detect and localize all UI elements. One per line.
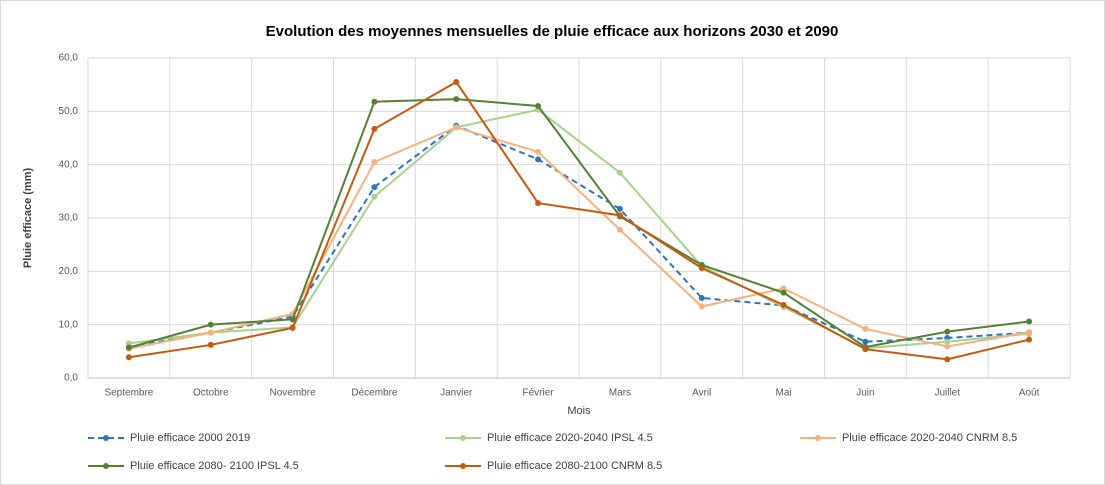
- legend-marker: [103, 463, 109, 469]
- point: [453, 124, 460, 131]
- point: [862, 346, 869, 353]
- legend-marker: [815, 435, 821, 441]
- point: [780, 285, 787, 292]
- point: [207, 329, 214, 336]
- point: [780, 289, 787, 296]
- y-tick-label: 20,0: [59, 266, 79, 277]
- x-tick-label: Décembre: [351, 388, 398, 399]
- x-tick-label: Mars: [609, 388, 631, 399]
- point: [371, 159, 378, 165]
- x-tick-label: Juillet: [934, 388, 960, 399]
- legend-marker: [103, 435, 109, 441]
- y-tick-label: 40,0: [59, 159, 79, 170]
- point: [944, 328, 951, 335]
- x-tick-label: Juin: [856, 388, 874, 399]
- legend-marker: [460, 435, 466, 441]
- point: [125, 344, 132, 351]
- legend-label: Pluie efficace 2020-2040 IPSL 4.5: [487, 432, 653, 444]
- legend-marker: [460, 463, 466, 469]
- x-tick-label: Mai: [776, 388, 792, 399]
- point: [780, 301, 787, 308]
- series-line: [128, 80, 1030, 361]
- y-tick-label: 60,0: [59, 53, 79, 64]
- point: [535, 148, 542, 155]
- point: [862, 325, 869, 332]
- point: [1026, 318, 1033, 325]
- point: [371, 98, 378, 105]
- point: [535, 156, 542, 163]
- point: [207, 321, 214, 328]
- x-tick-label: Novembre: [270, 388, 317, 399]
- legend-label: Pluie efficace 2000 2019: [130, 432, 250, 444]
- point: [289, 316, 296, 323]
- series-line: [128, 108, 1030, 350]
- point: [1026, 329, 1033, 336]
- point: [616, 212, 623, 219]
- point: [125, 340, 132, 347]
- point: [371, 125, 378, 132]
- point: [944, 338, 951, 345]
- point: [207, 341, 214, 348]
- x-axis-title: Mois: [567, 405, 591, 417]
- point: [944, 356, 951, 363]
- point: [289, 324, 296, 331]
- point: [371, 193, 378, 200]
- point: [698, 265, 705, 272]
- series-line: [128, 126, 1030, 350]
- x-tick-label: Octobre: [193, 388, 229, 399]
- x-tick-label: Avril: [692, 388, 711, 399]
- point: [1026, 336, 1033, 343]
- point: [453, 96, 460, 103]
- point: [371, 184, 378, 191]
- point: [616, 169, 623, 176]
- x-tick-label: Février: [523, 388, 555, 399]
- chart-title: Evolution des moyennes mensuelles de plu…: [266, 23, 839, 40]
- point: [698, 303, 705, 310]
- point: [453, 79, 460, 85]
- y-tick-label: 10,0: [59, 319, 79, 330]
- series-line: [128, 98, 1030, 349]
- legend-label: Pluie efficace 2080- 2100 IPSL 4.5: [130, 460, 299, 472]
- x-tick-label: Septembre: [104, 388, 153, 399]
- legend-label: Pluie efficace 2080-2100 CNRM 8.5: [487, 460, 662, 472]
- point: [698, 295, 705, 301]
- x-tick-label: Janvier: [440, 388, 473, 399]
- point: [535, 103, 542, 109]
- point: [616, 226, 623, 233]
- point: [862, 338, 869, 345]
- point: [616, 205, 623, 212]
- legend-label: Pluie efficace 2020-2040 CNRM 8.5: [842, 432, 1017, 444]
- y-tick-label: 50,0: [59, 106, 79, 117]
- point: [535, 200, 542, 207]
- point: [944, 343, 951, 350]
- x-tick-label: Août: [1019, 388, 1040, 399]
- y-tick-label: 30,0: [59, 213, 79, 224]
- point: [125, 354, 132, 361]
- y-axis-title: Pluie efficace (mm): [22, 168, 34, 269]
- y-tick-label: 0,0: [64, 373, 78, 384]
